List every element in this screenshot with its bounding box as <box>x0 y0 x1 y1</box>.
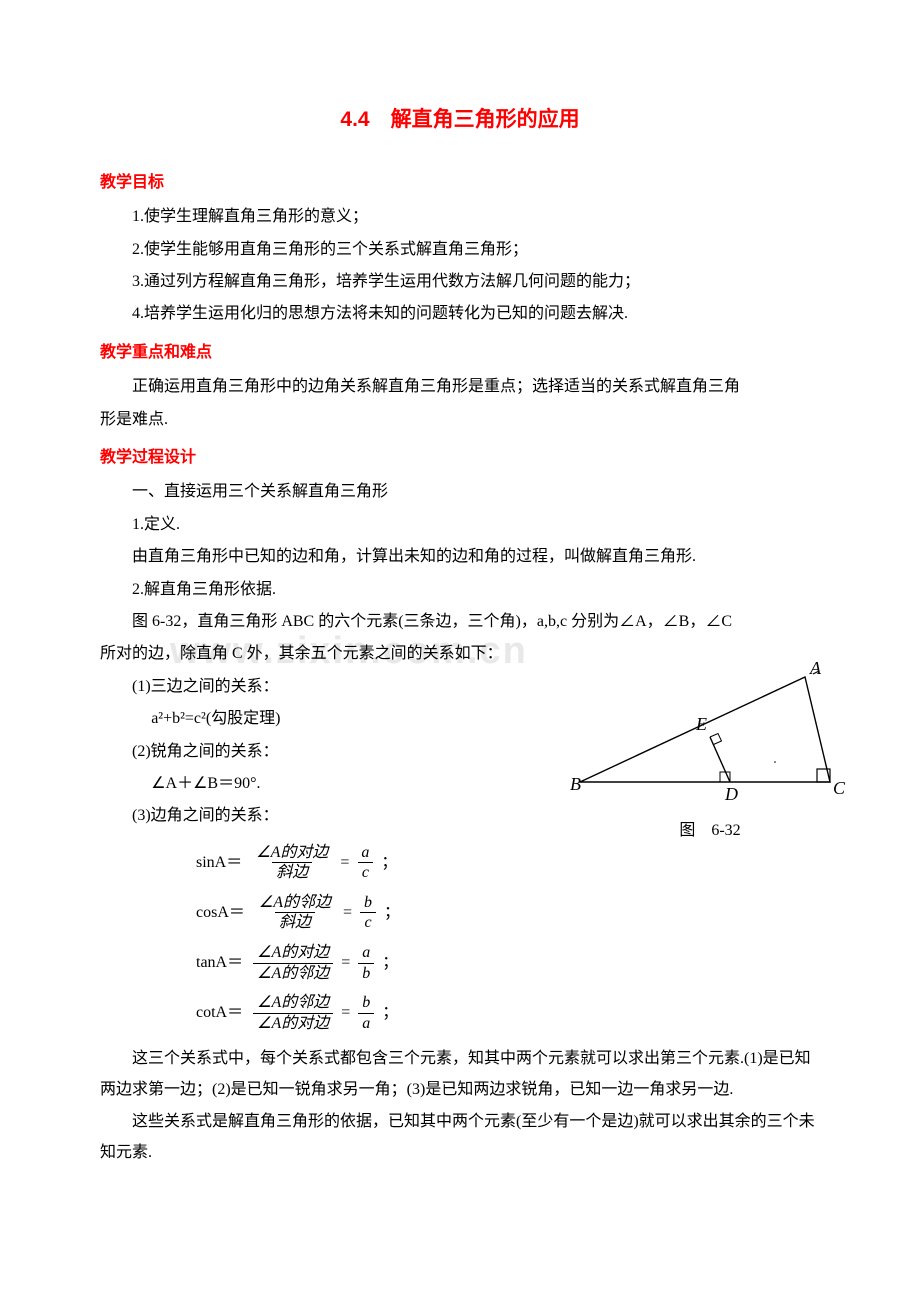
goal-item-3: 3.通过列方程解直角三角形，培养学生运用代数方法解几何问题的能力； <box>100 267 820 297</box>
formula-tan-prefix: tanA＝ <box>196 948 243 978</box>
sin-den1: 斜边 <box>272 862 312 882</box>
formula-cot: cotA＝ ∠A的邻边 ∠A的对边 = b a ； <box>196 994 820 1032</box>
section-head-focus: 教学重点和难点 <box>100 338 820 368</box>
closing-2: 这些关系式是解直角三角形的依据，已知其中两个元素(至少有一个是边)就可以求出其余… <box>100 1107 820 1168</box>
triangle-figure: A B C D E 图 6-32 <box>570 662 850 846</box>
cot-den1: ∠A的对边 <box>253 1013 333 1033</box>
formula-sin: sinA＝ ∠A的对边 斜边 = a c ； <box>196 844 820 882</box>
goal-item-1: 1.使学生理解直角三角形的意义； <box>100 202 820 232</box>
figure-label-D: D <box>724 784 738 804</box>
triangle-svg: A B C D E <box>570 662 850 812</box>
process-p2: 1.定义. <box>100 510 820 540</box>
semicolon: ； <box>384 898 400 928</box>
semicolon: ； <box>382 948 398 978</box>
tan-num2: a <box>358 944 374 963</box>
sin-num2: a <box>357 844 373 863</box>
goal-item-4: 4.培养学生运用化归的思想方法将未知的问题转化为已知的问题去解决. <box>100 299 820 329</box>
sin-den2: c <box>358 862 373 882</box>
eq-sign: = <box>343 898 352 928</box>
cot-den2: a <box>358 1013 374 1033</box>
process-p5: 图 6-32，直角三角形 ABC 的六个元素(三条边，三个角)，a,b,c 分别… <box>100 607 820 637</box>
tan-den1: ∠A的邻边 <box>253 963 333 983</box>
tan-den2: b <box>358 963 374 983</box>
goal-item-2: 2.使学生能够用直角三角形的三个关系式解直角三角形； <box>100 235 820 265</box>
formula-cos: cosA＝ ∠A的邻边 斜边 = b c ； <box>196 894 820 932</box>
cos-num1: ∠A的邻边 <box>255 894 335 913</box>
section-head-process: 教学过程设计 <box>100 443 820 473</box>
cos-den2: c <box>360 912 375 932</box>
process-p3: 由直角三角形中已知的边和角，计算出未知的边和角的过程，叫做解直角三角形. <box>100 542 820 572</box>
section-head-goal: 教学目标 <box>100 168 820 198</box>
figure-label-E: E <box>695 714 707 734</box>
cot-num2: b <box>358 994 374 1013</box>
process-p1: 一、直接运用三个关系解直角三角形 <box>100 477 820 507</box>
semicolon: ； <box>382 998 398 1028</box>
cot-num1: ∠A的邻边 <box>253 994 333 1013</box>
figure-caption: 图 6-32 <box>570 816 850 846</box>
formula-tan: tanA＝ ∠A的对边 ∠A的邻边 = a b ； <box>196 944 820 982</box>
page-title: 4.4 解直角三角形的应用 <box>100 100 820 140</box>
eq-sign: = <box>341 998 350 1028</box>
figure-label-A: A <box>809 662 822 678</box>
figure-label-C: C <box>833 778 846 798</box>
focus-line-2: 形是难点. <box>100 405 820 435</box>
closing-1: 这三个关系式中，每个关系式都包含三个元素，知其中两个元素就可以求出第三个元素.(… <box>100 1044 820 1105</box>
formula-cos-prefix: cosA＝ <box>196 898 245 928</box>
cos-den1: 斜边 <box>275 912 315 932</box>
cos-num2: b <box>360 894 376 913</box>
eq-sign: = <box>340 848 349 878</box>
focus-line-1: 正确运用直角三角形中的边角关系解直角三角形是重点；选择适当的关系式解直角三角 <box>100 372 820 402</box>
tan-num1: ∠A的对边 <box>253 944 333 963</box>
eq-sign: = <box>341 948 350 978</box>
semicolon: ； <box>381 848 397 878</box>
formula-sin-prefix: sinA＝ <box>196 848 242 878</box>
formula-cot-prefix: cotA＝ <box>196 998 243 1028</box>
process-p4: 2.解直角三角形依据. <box>100 575 820 605</box>
figure-label-B: B <box>570 774 581 794</box>
sin-num1: ∠A的对边 <box>252 844 332 863</box>
